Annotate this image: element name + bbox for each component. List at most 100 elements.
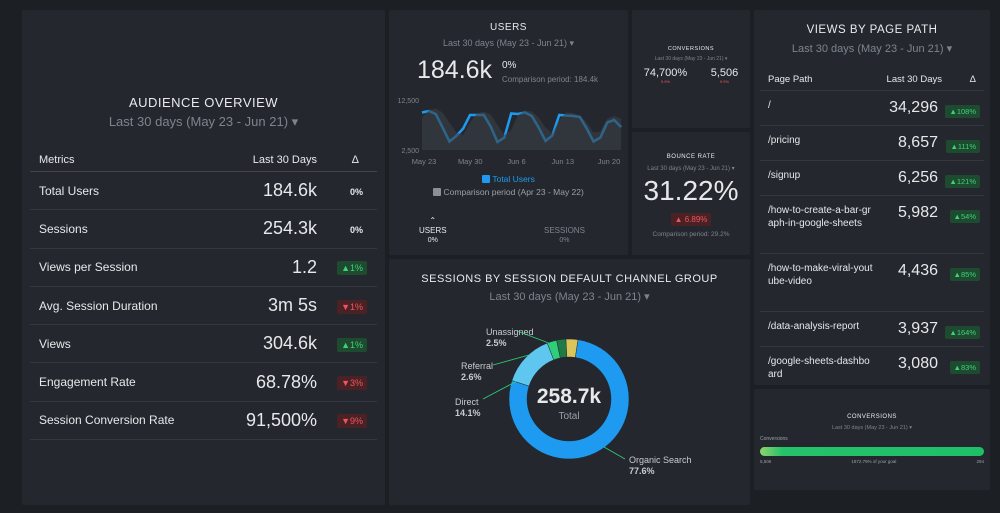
metric-row: Avg. Session Duration 3m 5s 1% xyxy=(30,287,377,326)
page-path[interactable]: /google-sheets-dashboard xyxy=(768,356,870,380)
page-delta: 85% xyxy=(949,268,980,281)
delta-value: 6.89% xyxy=(684,215,708,224)
date-range-dropdown[interactable]: Last 30 days (May 23 - Jun 21) xyxy=(22,114,385,130)
metric-value: 1.2 xyxy=(291,256,317,277)
page-path[interactable]: /signup xyxy=(768,170,801,181)
page-views: 3,937 xyxy=(897,320,938,337)
bounce-value: 31.22% xyxy=(643,175,739,206)
leader-line xyxy=(603,446,626,460)
column-header: Δ xyxy=(351,153,359,166)
metric-delta: 1% xyxy=(337,337,367,352)
donut-percent: 2.6% xyxy=(461,372,482,382)
page-views: 4,436 xyxy=(897,262,938,279)
leader-line xyxy=(482,380,518,400)
donut-slice-direct xyxy=(511,342,555,387)
donut-label: Organic Search xyxy=(629,455,692,465)
conversions-panel: CONVERSIONS Last 30 days (May 23 - Jun 2… xyxy=(632,10,750,128)
page-delta: 111% xyxy=(946,140,980,153)
metric-value: 3m 5s xyxy=(267,295,317,316)
goal-percent: 1872.79% of your goal xyxy=(851,459,897,464)
tab-sessions[interactable]: SESSIONS 0% xyxy=(544,226,585,246)
donut-percent: 2.5% xyxy=(486,338,507,348)
page-path[interactable]: /pricing xyxy=(768,135,801,146)
comparison-area xyxy=(422,108,621,150)
page-row: /how-to-make-viral-youtube-video 4,436 8… xyxy=(760,254,984,312)
donut-total-label: Total xyxy=(558,411,580,422)
metric-name: Avg. Session Duration xyxy=(39,298,158,313)
metric-value: 254.3k xyxy=(262,218,317,239)
x-tick-label: Jun 20 xyxy=(598,157,621,166)
date-range-dropdown[interactable]: Last 30 days (May 23 - Jun 21) xyxy=(632,56,750,62)
column-header: Page Path xyxy=(768,74,813,85)
date-range-dropdown[interactable]: Last 30 days (May 23 - Jun 21) xyxy=(632,165,750,172)
kpi-delta: 9.9% xyxy=(719,79,730,84)
checkbox-icon xyxy=(433,188,442,196)
date-range-dropdown[interactable]: Last 30 days (May 23 - Jun 21) xyxy=(389,38,628,49)
bounce-delta: ▲ 6.89% xyxy=(670,213,712,226)
page-delta: 54% xyxy=(949,210,980,223)
panel-title: AUDIENCE OVERVIEW xyxy=(128,95,279,110)
page-delta: 121% xyxy=(945,175,980,188)
users-line-chart: 2,500 12,500 May 23 May 30 Jun 6 Jun 13 Jun 20 xyxy=(398,98,622,166)
page-path[interactable]: /how-to-create-a-bar-graph-in-google-she… xyxy=(768,205,871,229)
chevron-up-icon: ⌃ xyxy=(429,216,437,225)
y-tick-label: 2,500 xyxy=(401,148,419,155)
tab-value: 0% xyxy=(427,237,438,244)
sessions-donut-chart: Organic Search77.6%Direct14.1%Referral2.… xyxy=(455,327,692,476)
x-tick-label: May 23 xyxy=(412,157,437,166)
checkbox-icon xyxy=(482,175,491,183)
donut-label: Direct xyxy=(455,397,479,407)
column-header: Last 30 Days xyxy=(886,74,942,85)
donut-slice-organic-search xyxy=(508,339,630,460)
donut-total: 258.7k xyxy=(536,385,602,408)
x-tick-label: Jun 13 xyxy=(551,157,574,166)
metric-row: Total Users 184.6k 0% xyxy=(30,172,377,211)
page-delta: 83% xyxy=(949,361,980,374)
panel-title: BOUNCE RATE xyxy=(666,154,716,160)
kpi-conversion-rate: 74,700% 9.9% xyxy=(644,67,687,84)
donut-percent: 77.6% xyxy=(629,466,655,476)
metric-value: 184.6k xyxy=(262,180,317,201)
page-delta: 164% xyxy=(945,326,980,339)
page-views: 5,982 xyxy=(897,204,938,221)
date-range-dropdown[interactable]: Last 30 days (May 23 - Jun 21) xyxy=(389,290,750,303)
legend-label: Comparison period (Apr 23 - May 22) xyxy=(443,187,584,197)
page-path[interactable]: /data-analysis-report xyxy=(768,321,860,332)
panel-title: CONVERSIONS xyxy=(847,414,897,420)
metric-delta: 3% xyxy=(337,376,367,391)
column-header: Last 30 Days xyxy=(252,153,317,166)
date-range-dropdown[interactable]: Last 30 days (May 23 - Jun 21) xyxy=(754,425,990,431)
page-views: 34,296 xyxy=(889,99,938,116)
metric-name: Views xyxy=(39,336,71,351)
x-tick-label: Jun 6 xyxy=(507,157,525,166)
column-header: Metrics xyxy=(39,153,75,166)
comparison-text: Comparison period: 29.2% xyxy=(652,231,730,238)
metric-delta: 9% xyxy=(337,414,367,429)
x-tick-label: May 30 xyxy=(458,157,483,166)
kpi-value: 74,700% xyxy=(643,67,688,79)
page-views: 6,256 xyxy=(897,169,938,186)
goal-progress-fill xyxy=(760,447,984,456)
legend-comparison[interactable]: Comparison period (Apr 23 - May 22) xyxy=(389,187,628,197)
users-panel: USERS Last 30 days (May 23 - Jun 21) 184… xyxy=(389,10,628,255)
page-path[interactable]: / xyxy=(768,100,771,111)
metric-delta: 1% xyxy=(337,261,367,276)
legend-total-users[interactable]: Total Users xyxy=(389,174,628,184)
metric-row: Session Conversion Rate 91,500% 9% xyxy=(30,402,377,441)
donut-percent: 14.1% xyxy=(455,408,481,418)
y-tick-label: 12,500 xyxy=(398,98,420,105)
page-row: /google-sheets-dashboard 3,080 83% xyxy=(760,347,984,385)
panel-title: VIEWS BY PAGE PATH xyxy=(806,24,938,36)
date-range-dropdown[interactable]: Last 30 days (May 23 - Jun 21) xyxy=(754,42,990,55)
bounce-rate-panel: BOUNCE RATE Last 30 days (May 23 - Jun 2… xyxy=(632,132,750,255)
panel-title: USERS xyxy=(490,22,527,33)
metric-name: Session Conversion Rate xyxy=(39,413,175,428)
page-path[interactable]: /how-to-make-viral-youtube-video xyxy=(768,263,873,287)
page-views: 3,080 xyxy=(897,355,938,372)
tab-users[interactable]: ⌃ USERS 0% xyxy=(419,216,447,246)
metric-row: Views 304.6k 1% xyxy=(30,325,377,364)
metric-name: Total Users xyxy=(39,183,100,198)
leader-line xyxy=(492,354,530,366)
metric-value: 304.6k xyxy=(262,333,317,354)
donut-label: Unassigned xyxy=(486,327,534,337)
